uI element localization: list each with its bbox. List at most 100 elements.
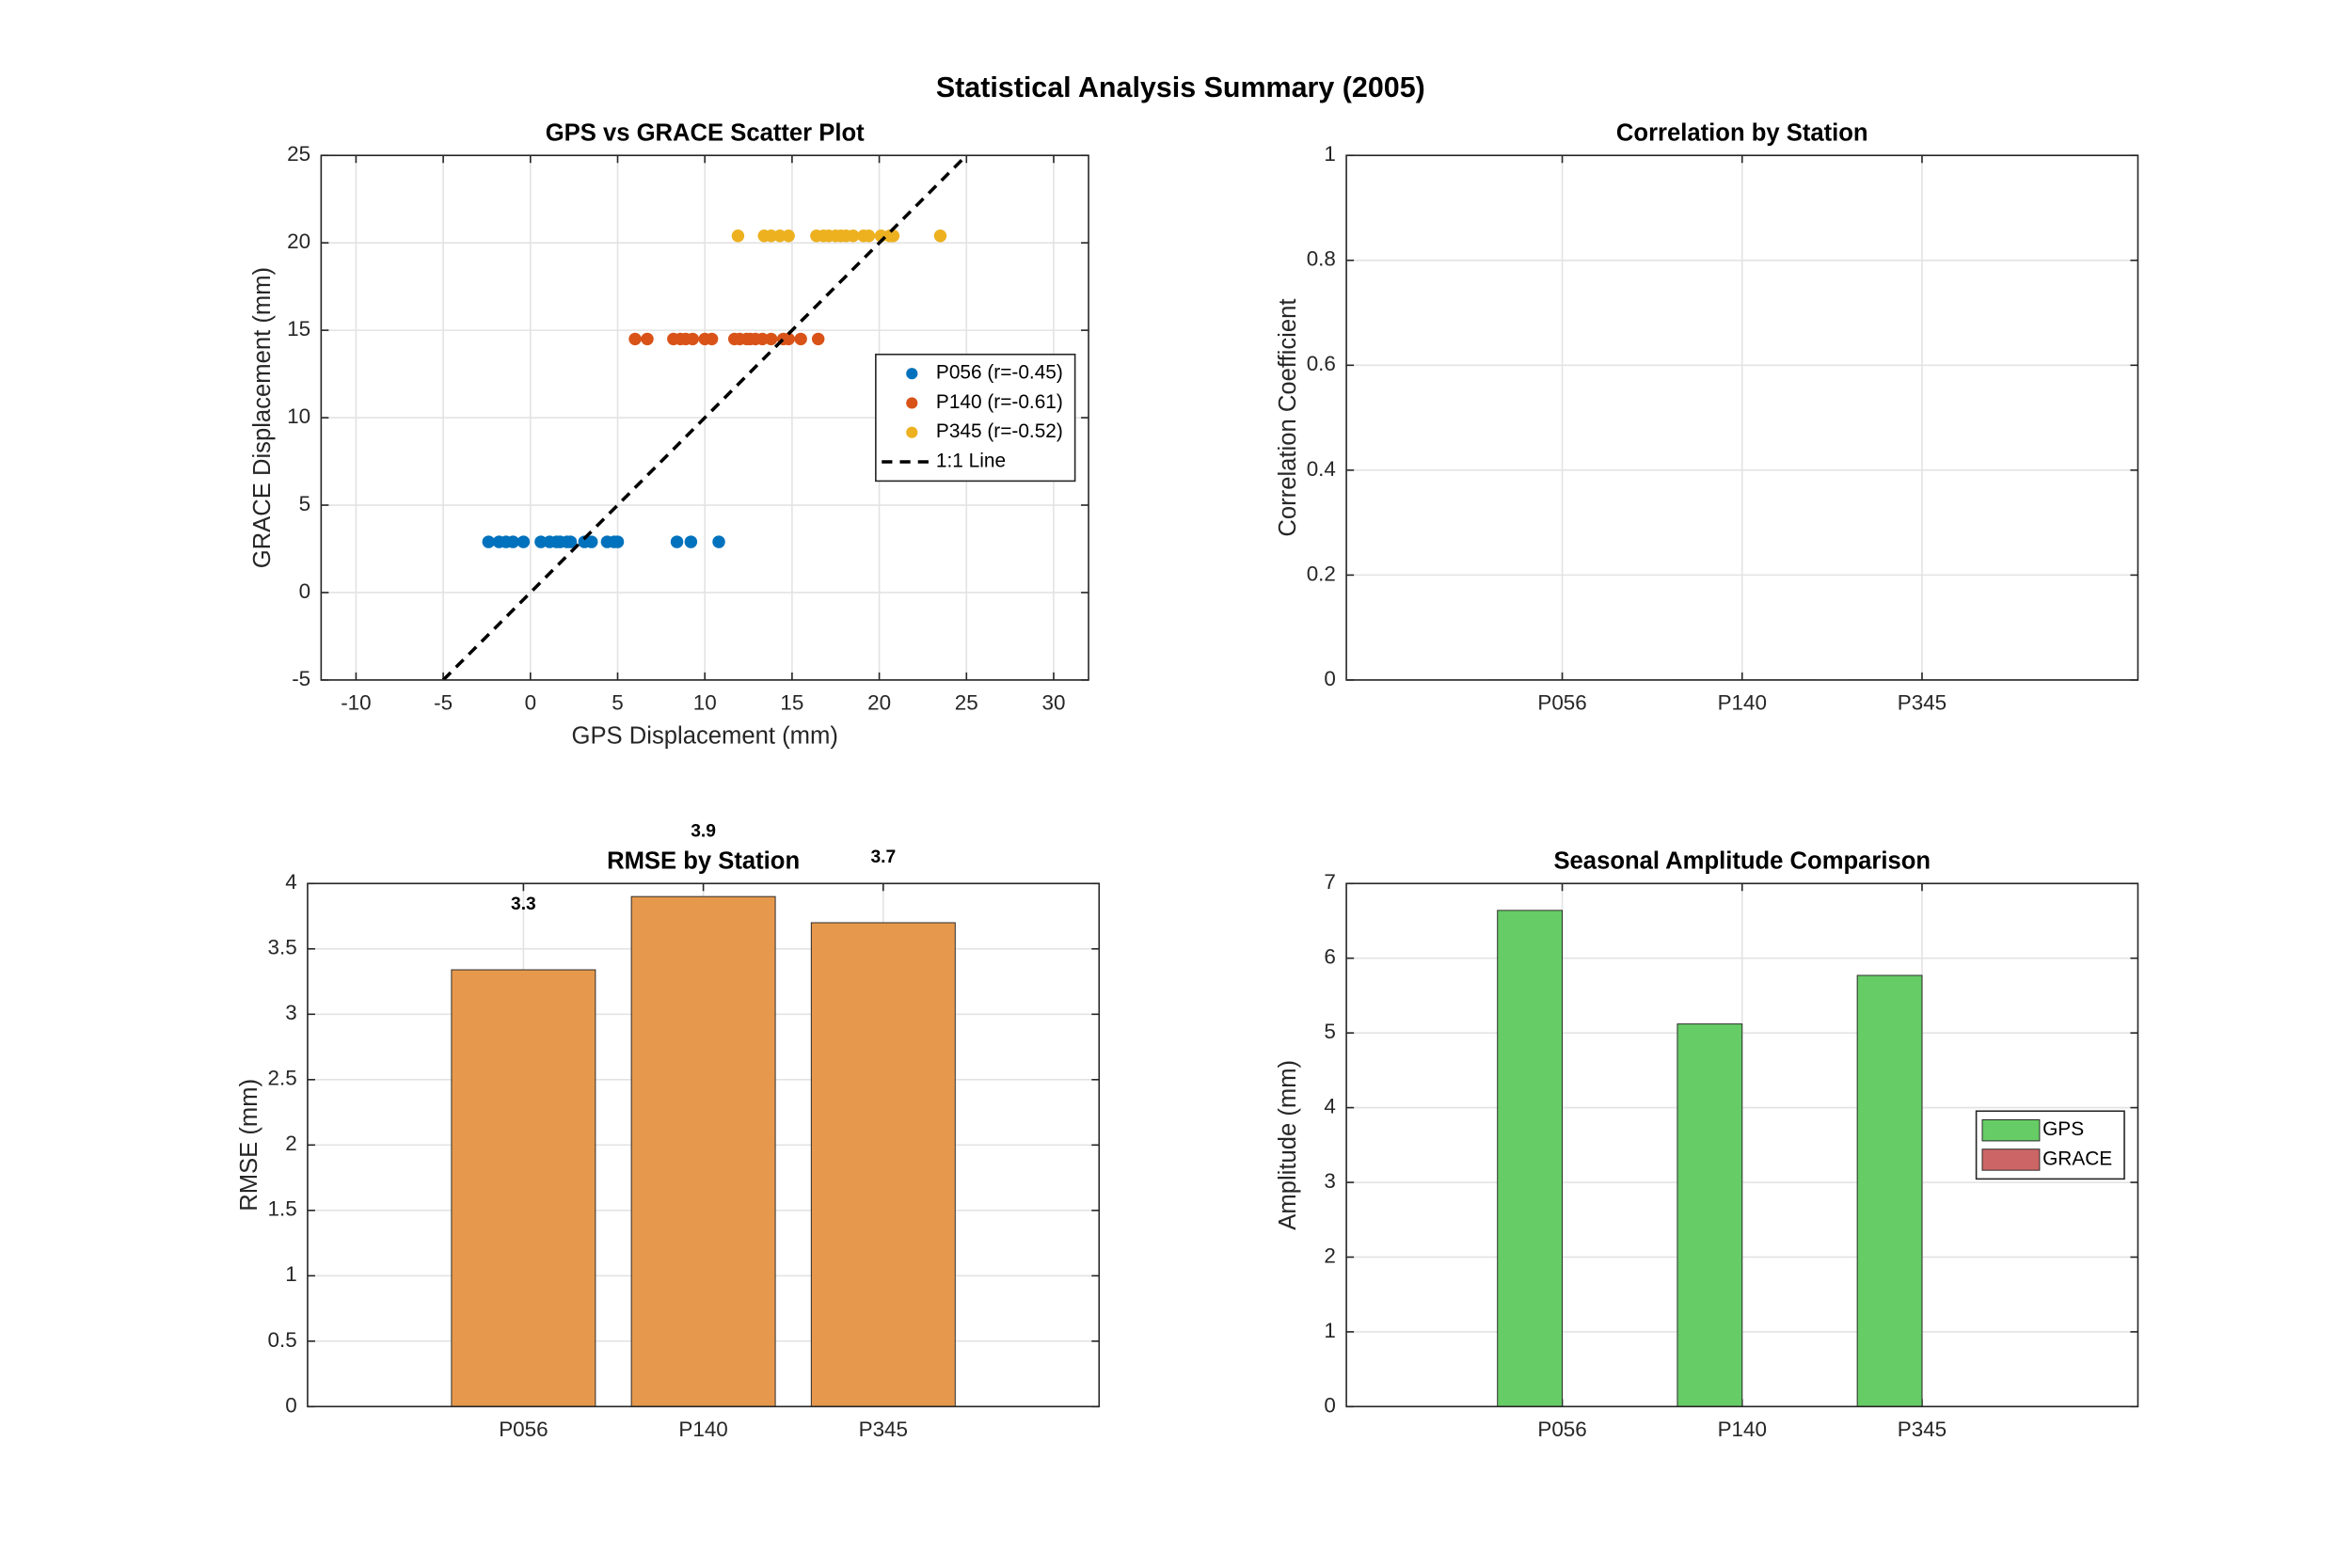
scatter-point [731, 230, 745, 243]
y-tick-label: -5 [292, 667, 310, 690]
y-tick-label: 2.5 [268, 1067, 297, 1090]
y-tick-label: 1 [1324, 142, 1335, 166]
legend-marker [906, 397, 918, 409]
y-tick-label: 1 [285, 1262, 296, 1286]
subplot-title: Seasonal Amplitude Comparison [1553, 848, 1931, 875]
scatter-point [794, 332, 807, 346]
axes-box [307, 882, 1101, 1408]
x-tick-label: P056 [1537, 690, 1586, 714]
y-tick-label: 25 [287, 142, 310, 166]
x-tick-label: P345 [1898, 1418, 1947, 1441]
axes-box [1345, 154, 2139, 681]
scatter-point [764, 230, 778, 243]
marks [441, 155, 968, 680]
bar [1497, 910, 1564, 1407]
subplot: 0 0.2 0.4 0.6 0.8 1 P056 P140 P345 Correlation by… [1275, 120, 2139, 714]
y-tick-label: 0.5 [268, 1328, 297, 1352]
x-tick-label: -10 [341, 690, 371, 714]
figure-title: Statistical Analysis Summary (2005) [936, 71, 1425, 103]
y-tick-label: 1.5 [268, 1197, 297, 1221]
bar [630, 895, 776, 1407]
x-tick-label: -5 [434, 690, 453, 714]
reference-line [441, 155, 968, 680]
subplot-title: Correlation by Station [1616, 120, 1868, 147]
scatter-point [584, 535, 598, 548]
y-axis-label: RMSE (mm) [236, 1079, 262, 1212]
x-tick-label: P056 [499, 1418, 548, 1441]
x-tick-label: 0 [525, 690, 536, 714]
legend-label: GRACE [2042, 1148, 2112, 1169]
x-tick-label: 10 [693, 690, 717, 714]
y-tick-label: 6 [1324, 945, 1335, 969]
bar [810, 922, 956, 1407]
y-tick-label: 0.4 [1307, 457, 1336, 481]
y-tick-label: 3 [1324, 1169, 1335, 1193]
subplot-title: GPS vs GRACE Scatter Plot [546, 120, 865, 147]
scatter-point [686, 332, 699, 346]
axes-box [320, 154, 1089, 681]
scatter-point [811, 332, 825, 346]
scatter-point [705, 332, 719, 346]
x-tick-label: P056 [1537, 1418, 1586, 1441]
scatter-point [933, 230, 947, 243]
scatter-point [670, 535, 684, 548]
y-tick-label: 0 [1324, 1393, 1335, 1417]
y-tick-label: 2 [1324, 1243, 1335, 1267]
scatter-point [684, 535, 698, 548]
x-tick-label: P140 [1718, 1418, 1767, 1441]
y-tick-label: 10 [287, 404, 310, 428]
y-tick-label: 0 [285, 1393, 296, 1417]
x-tick-label: P345 [1898, 690, 1947, 714]
subplot: 0 0.5 1 1.5 2 2.5 3 3.5 4 P056 P140 P345 3.3 3.9 3.7 RM… [236, 821, 1101, 1441]
axes-box [1345, 882, 2139, 1408]
y-tick-label: 2 [285, 1132, 296, 1155]
x-axis-label: GPS Displacement (mm) [572, 723, 838, 750]
y-tick-label: 3 [285, 1001, 296, 1024]
bar [1856, 974, 1923, 1407]
y-tick-label: 4 [1324, 1095, 1335, 1118]
scatter-point [482, 535, 496, 548]
legend-label: P345 (r=-0.52) [936, 420, 1063, 442]
marks [451, 895, 956, 1407]
y-tick-label: 5 [1324, 1020, 1335, 1043]
y-axis-label: GRACE Displacement (mm) [249, 267, 276, 568]
scatter-point [564, 535, 578, 548]
y-tick-label: 0 [299, 579, 310, 603]
legend-label: GPS [2042, 1118, 2084, 1140]
y-axis-label: Correlation Coefficient [1275, 299, 1301, 537]
y-tick-label: 0.8 [1307, 247, 1336, 271]
y-tick-label: 15 [287, 317, 310, 341]
value-label: 3.7 [870, 847, 896, 867]
legend-label: P056 (r=-0.45) [936, 362, 1063, 384]
scatter-point [534, 535, 548, 548]
y-tick-label: 20 [287, 230, 310, 253]
legend-label: P140 (r=-0.61) [936, 391, 1063, 413]
scatter-point [628, 332, 642, 346]
scatter-point [764, 332, 778, 346]
subplot: -5 0 5 10 15 20 25 -10 -5 0 5 10 15 20 25 30 GPS vs GRAC… [249, 120, 1089, 750]
scatter-point [862, 230, 876, 243]
legend: GPS GRACE [1975, 1110, 2125, 1180]
scatter-point [782, 332, 795, 346]
scatter-point [782, 230, 795, 243]
bar [451, 969, 596, 1407]
legend-marker [906, 426, 918, 438]
y-tick-label: 1 [1324, 1319, 1335, 1342]
scatter-point [641, 332, 654, 346]
y-tick-label: 3.5 [268, 936, 297, 959]
legend-marker [906, 368, 918, 380]
y-tick-label: 0.6 [1307, 352, 1336, 375]
y-tick-label: 5 [299, 492, 310, 515]
scatter-point [886, 230, 900, 243]
y-tick-label: 7 [1324, 870, 1335, 894]
legend-marker [1981, 1118, 2041, 1142]
scatter-point [773, 230, 787, 243]
subplot-title: RMSE by Station [607, 848, 800, 875]
scatter-point [712, 535, 725, 548]
y-axis-label: Amplitude (mm) [1275, 1060, 1301, 1230]
scatter-point [755, 332, 770, 346]
x-tick-label: P140 [1718, 690, 1767, 714]
x-tick-label: P345 [859, 1418, 908, 1441]
